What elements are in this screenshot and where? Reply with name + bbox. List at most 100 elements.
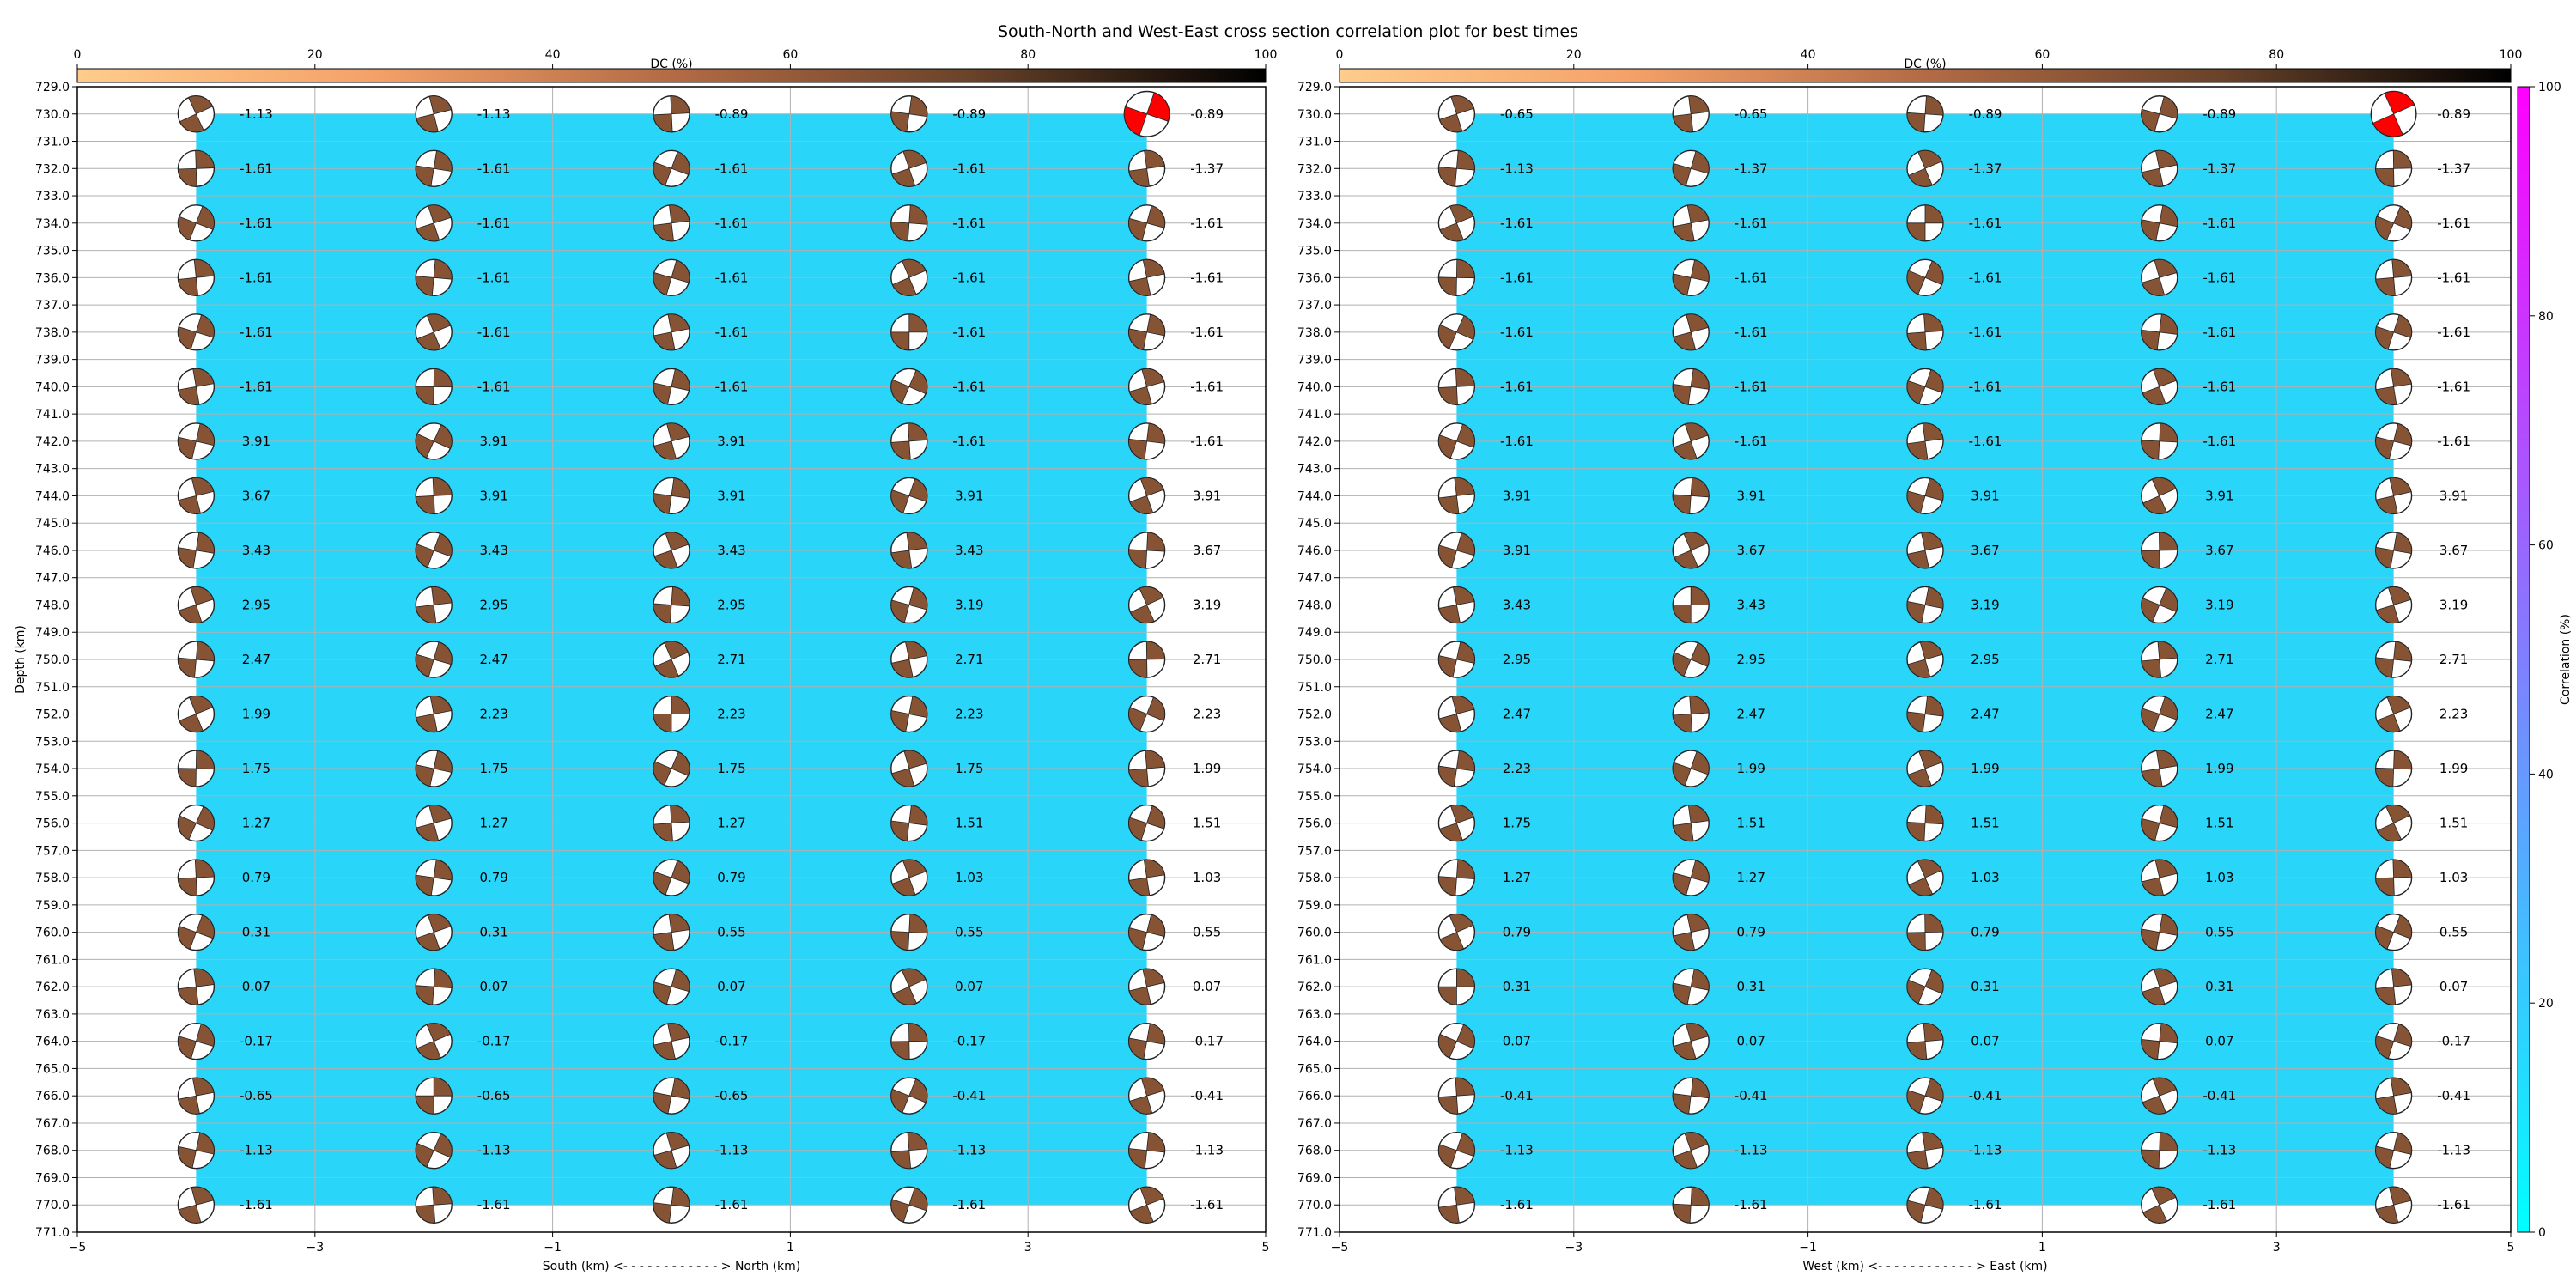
dc-colorbar-tick-label: 0 bbox=[74, 48, 82, 62]
time-label: 1.27 bbox=[717, 816, 745, 831]
beachball-quadrant bbox=[907, 422, 928, 442]
beachball-quadrant bbox=[1128, 386, 1152, 405]
time-label: -0.89 bbox=[1969, 106, 2002, 122]
time-label: 0.55 bbox=[717, 925, 745, 940]
beachball-quadrant bbox=[2141, 167, 2164, 187]
time-label: -1.61 bbox=[2437, 379, 2470, 394]
beachball-quadrant bbox=[2151, 477, 2177, 496]
time-label: -1.61 bbox=[1969, 379, 2002, 394]
time-label: -0.65 bbox=[715, 1088, 749, 1103]
beachball-marker bbox=[653, 1022, 690, 1060]
beachball-marker bbox=[1906, 913, 1944, 951]
y-tick-label: 734.0 bbox=[1297, 217, 1332, 231]
y-tick-label: 755.0 bbox=[1297, 790, 1332, 804]
beachball-marker bbox=[2141, 1186, 2178, 1224]
beachball-quadrant bbox=[1128, 707, 1148, 732]
y-tick-label: 755.0 bbox=[35, 790, 70, 804]
beachball-marker bbox=[653, 586, 690, 624]
beachball-quadrant bbox=[1906, 1041, 1928, 1060]
beachball-quadrant bbox=[432, 1186, 453, 1206]
y-tick-label: 770.0 bbox=[35, 1199, 70, 1212]
beachball-quadrant bbox=[1684, 1132, 1709, 1151]
time-label: 0.31 bbox=[2205, 979, 2233, 994]
time-label: 1.03 bbox=[955, 870, 983, 885]
beachball-marker bbox=[653, 95, 690, 133]
beachball-marker bbox=[890, 258, 928, 297]
beachball-quadrant bbox=[2159, 1132, 2178, 1151]
beachball-quadrant bbox=[426, 313, 452, 333]
beachball-quadrant bbox=[2141, 440, 2160, 460]
time-label: -1.61 bbox=[1969, 270, 2002, 285]
x-tick-label: −1 bbox=[1799, 1241, 1817, 1255]
beachball-quadrant bbox=[1673, 1150, 1698, 1170]
beachball-marker bbox=[2370, 90, 2417, 137]
y-tick-label: 757.0 bbox=[1297, 844, 1332, 858]
beachball-marker bbox=[177, 1022, 216, 1060]
time-label: -0.41 bbox=[1500, 1088, 1534, 1103]
beachball-quadrant bbox=[2159, 422, 2178, 443]
beachball-marker bbox=[890, 1022, 928, 1060]
time-label: -1.61 bbox=[1735, 434, 1768, 449]
beachball-quadrant bbox=[1455, 859, 1475, 879]
time-label: 0.31 bbox=[1736, 979, 1765, 994]
y-tick-label: 771.0 bbox=[1297, 1226, 1332, 1240]
beachball-marker bbox=[1127, 149, 1166, 187]
beachball-marker bbox=[2374, 1132, 2413, 1170]
beachball-marker bbox=[1127, 1186, 1166, 1224]
beachball-quadrant bbox=[191, 1077, 215, 1097]
y-tick-label: 742.0 bbox=[35, 435, 70, 449]
beachball-quadrant bbox=[2393, 423, 2412, 447]
beachball-quadrant bbox=[2141, 598, 2160, 623]
beachball-quadrant bbox=[1924, 1078, 1944, 1103]
beachball-quadrant bbox=[2393, 314, 2412, 338]
time-label: -1.61 bbox=[952, 270, 986, 285]
beachball-marker bbox=[2141, 477, 2178, 515]
beachball-marker bbox=[177, 258, 216, 297]
time-label: 2.47 bbox=[2205, 707, 2233, 722]
time-label: -0.89 bbox=[2202, 106, 2236, 122]
beachball-quadrant bbox=[1690, 259, 1710, 283]
beachball-marker bbox=[415, 586, 453, 624]
beachball-quadrant bbox=[2375, 657, 2395, 678]
y-tick-label: 730.0 bbox=[35, 108, 70, 122]
beachball-marker bbox=[2141, 750, 2178, 787]
time-label: 0.31 bbox=[1971, 979, 1999, 994]
beachball-quadrant bbox=[1438, 167, 1457, 187]
beachball-quadrant bbox=[178, 768, 197, 787]
time-label: 3.67 bbox=[242, 488, 270, 503]
beachball-quadrant bbox=[1690, 586, 1710, 605]
beachball-marker bbox=[177, 641, 216, 678]
beachball-quadrant bbox=[908, 1023, 928, 1042]
beachball-quadrant bbox=[2375, 1145, 2395, 1169]
time-label: 0.07 bbox=[2439, 979, 2468, 994]
y-tick-label: 734.0 bbox=[35, 217, 70, 231]
beachball-marker bbox=[2141, 204, 2178, 242]
beachball-marker bbox=[2141, 1022, 2178, 1060]
beachball-quadrant bbox=[1128, 817, 1148, 841]
beachball-quadrant bbox=[178, 436, 197, 459]
beachball-quadrant bbox=[671, 1186, 690, 1208]
beachball-marker bbox=[1906, 804, 1944, 842]
beachball-marker bbox=[1906, 204, 1944, 242]
beachball-quadrant bbox=[1128, 167, 1150, 187]
beachball-marker bbox=[415, 1077, 453, 1115]
time-label: 3.91 bbox=[717, 488, 745, 503]
time-label: 3.19 bbox=[1971, 597, 1999, 612]
beachball-quadrant bbox=[2386, 696, 2411, 715]
beachball-quadrant bbox=[890, 599, 910, 623]
beachball-quadrant bbox=[906, 532, 928, 551]
beachball-quadrant bbox=[416, 714, 438, 732]
time-label: 1.51 bbox=[1971, 816, 1999, 831]
beachball-quadrant bbox=[653, 1091, 672, 1115]
beachball-quadrant bbox=[671, 969, 690, 993]
beachball-quadrant bbox=[1672, 982, 1692, 1005]
beachball-quadrant bbox=[178, 216, 197, 240]
y-tick-label: 729.0 bbox=[35, 81, 70, 94]
dc-colorbar-tick-label: 40 bbox=[545, 48, 561, 62]
beachball-quadrant bbox=[178, 1145, 197, 1169]
time-label: -0.65 bbox=[1735, 106, 1768, 122]
beachball-quadrant bbox=[1129, 1095, 1153, 1115]
beachball-marker bbox=[1437, 149, 1476, 187]
beachball-quadrant bbox=[415, 433, 434, 459]
time-label: -1.13 bbox=[952, 1143, 986, 1158]
